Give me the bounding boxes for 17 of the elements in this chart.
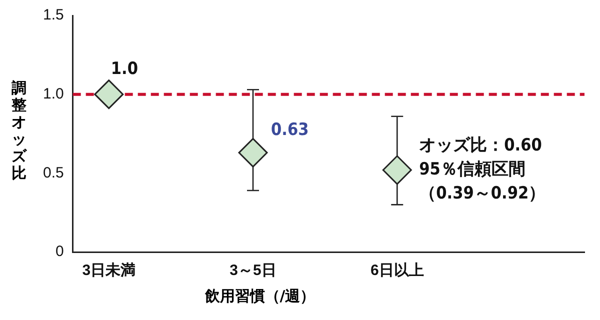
- point: [382, 155, 412, 185]
- annotation: （0.39～0.92）: [419, 183, 546, 204]
- annotation: 95％信頼区間: [419, 159, 526, 180]
- y-tick-label: 1.0: [42, 85, 64, 102]
- point: [94, 80, 124, 110]
- point: [238, 138, 268, 168]
- y-tick-label: 1.5: [42, 6, 64, 24]
- y-tick-label: 0.5: [42, 164, 64, 182]
- annotation: オッズ比：0.60: [419, 135, 542, 156]
- data-label: 0.63: [271, 120, 309, 140]
- x-tick-label: 3～5日: [230, 262, 276, 280]
- y-tick-label: 0: [56, 243, 64, 260]
- x-tick-label: 6日以上: [370, 262, 424, 280]
- data-label: 1.0: [110, 58, 138, 79]
- y-axis-title: 調整オッズ比: [10, 79, 28, 182]
- x-tick-label: 3日未満: [82, 262, 136, 280]
- x-axis-title: 飲用習慣（/週）: [204, 287, 316, 306]
